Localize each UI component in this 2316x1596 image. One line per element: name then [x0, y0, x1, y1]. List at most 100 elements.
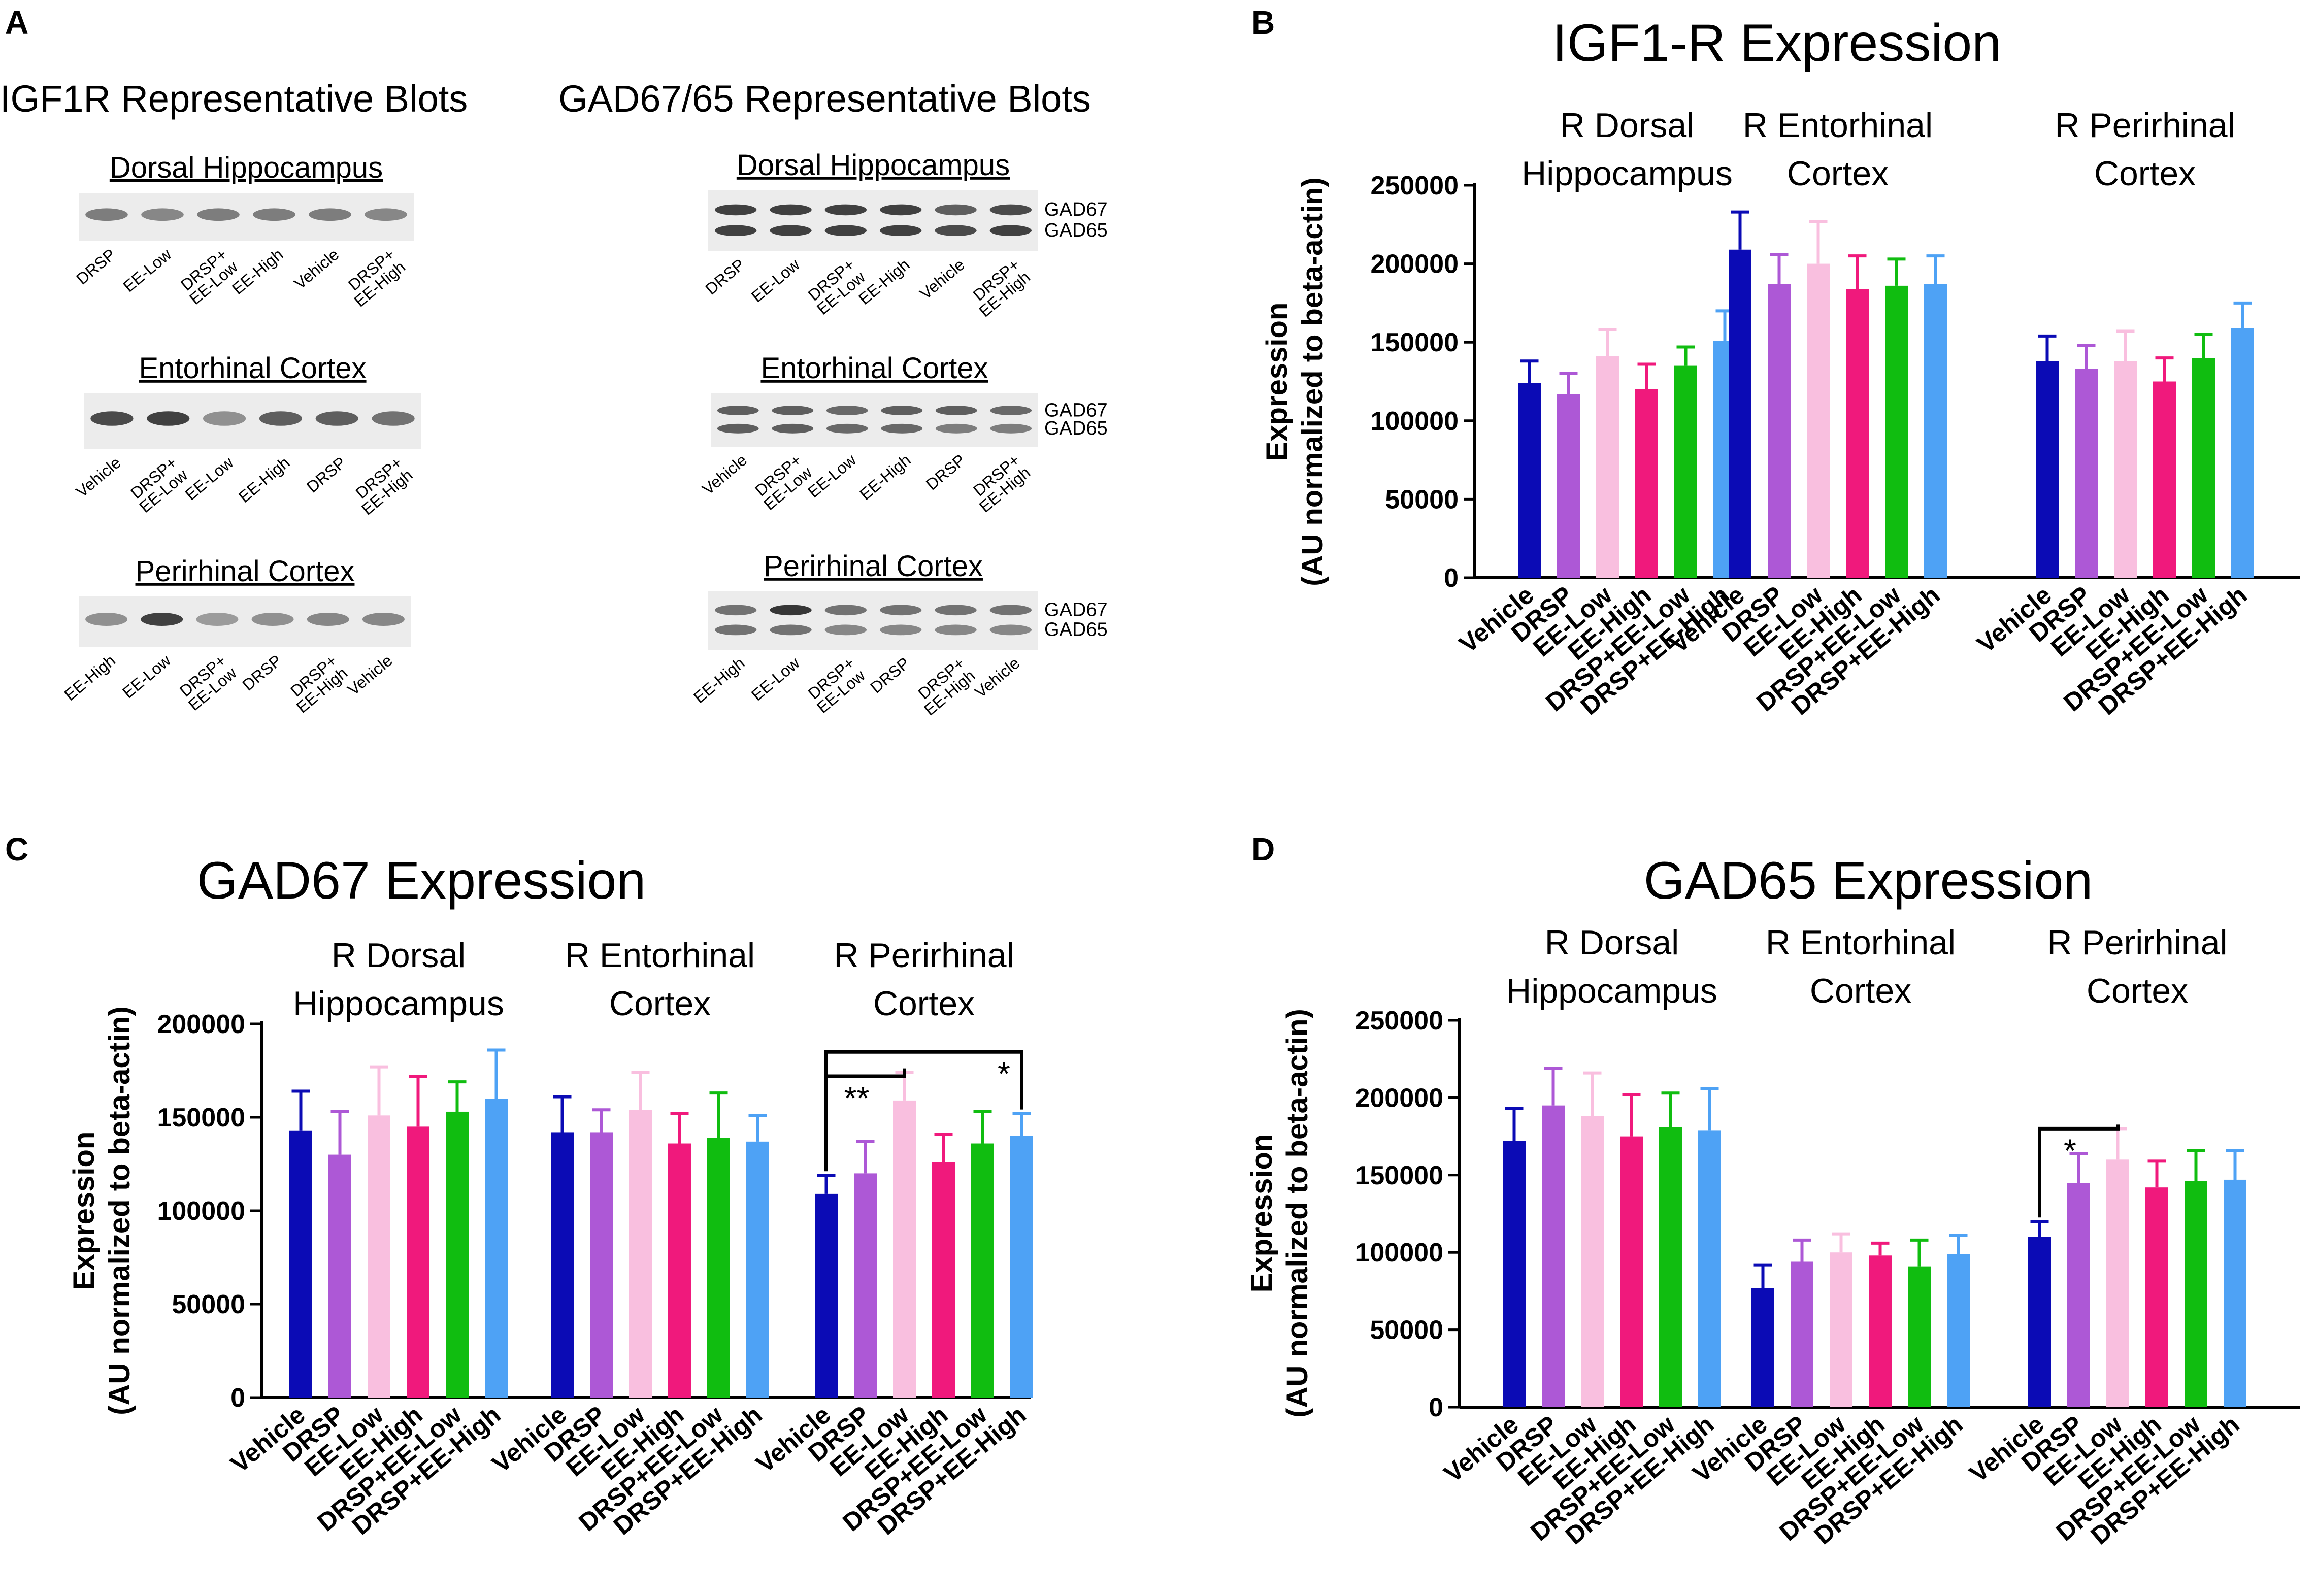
blot-lane-label: EE-High: [235, 453, 293, 506]
blot-band: [90, 411, 134, 426]
igf1r-expression-chart: IGF1-R Expression Expression(AU normalize…: [1261, 14, 2300, 720]
blot-lane-label: EE-High: [856, 451, 914, 504]
blot-lane-label-line: DRSP: [867, 654, 913, 697]
panel-label-c: C: [5, 831, 28, 868]
bar: [2028, 1237, 2051, 1407]
blot-lane-label: Vehicle: [290, 245, 342, 293]
bar: [2224, 1179, 2246, 1407]
group-label-line: R Entorhinal: [1743, 106, 1933, 145]
bar: [1768, 284, 1791, 578]
blot-band: [770, 225, 812, 237]
blot-band: [935, 225, 977, 237]
blot-band: [880, 605, 922, 616]
blot-lane-label: EE-Low: [119, 651, 175, 702]
group-label-line: R Entorhinal: [1766, 923, 1956, 962]
gad-blots-title: GAD67/65 Representative Blots: [558, 78, 1091, 120]
blot-lane-label: DRSP+EE-Low: [803, 255, 869, 318]
blot-band: [990, 423, 1032, 434]
blot-lane-label: Vehicle: [344, 651, 396, 699]
bar: [1503, 1141, 1526, 1407]
blot-band: [141, 208, 184, 221]
gad67-expression-chart: GAD67 Expression Expression(AU normalized…: [68, 851, 1033, 1540]
blot-lane-label: EE-High: [690, 654, 748, 707]
blot-band: [203, 411, 246, 426]
bar: [1659, 1127, 1682, 1407]
blot-band: [881, 406, 923, 416]
bar: [1674, 365, 1697, 578]
significance-bracket: [824, 1050, 1023, 1172]
blot-lane-label-line: Vehicle: [73, 453, 124, 501]
blot-region-title: Entorhinal Cortex: [139, 352, 366, 385]
bar: [1542, 1105, 1565, 1407]
blot-lane-label-line: EE-Low: [748, 653, 804, 704]
significance-label: **: [844, 1080, 870, 1116]
blot-band-label: GAD65: [1044, 619, 1108, 641]
group-label-line: R Entorhinal: [565, 936, 755, 975]
y-tick-label: 50000: [1370, 1316, 1443, 1345]
bar: [707, 1138, 730, 1398]
blot-lane-label: DRSP+EE-Low: [174, 651, 240, 714]
blot-band: [715, 225, 757, 237]
blot-band: [251, 613, 294, 626]
bar: [1518, 383, 1541, 578]
bar: [1751, 1288, 1774, 1407]
group-label-line: R Perirhinal: [834, 936, 1014, 975]
bar: [1620, 1136, 1643, 1407]
group-label: R Perirhinal Cortex: [2047, 923, 2227, 1010]
blot-band: [880, 204, 922, 216]
panel-label-d: D: [1251, 831, 1275, 868]
bar: [1698, 1130, 1721, 1407]
blot-lane-label-line: EE-Low: [120, 245, 176, 295]
blot-band-label: GAD67: [1044, 199, 1108, 220]
blot-lane-label-line: EE-High: [856, 451, 914, 504]
bar: [815, 1193, 838, 1398]
blot-region-title: Dorsal Hippocampus: [737, 149, 1010, 182]
blot-band: [824, 624, 867, 636]
blot-lane-label: DRSP+EE-Low: [750, 450, 816, 514]
blot-lane-label-line: Vehicle: [916, 255, 968, 303]
western-blots: IGF1R Representative Blots GAD67/65 Repr…: [0, 78, 1108, 719]
igf1r-blots-title: IGF1R Representative Blots: [0, 78, 468, 120]
bar: [368, 1115, 390, 1398]
blot-lane-label-line: DRSP: [702, 255, 748, 298]
bar: [2185, 1181, 2207, 1407]
y-axis-label: Expression(AU normalized to beta-actin): [68, 1006, 136, 1415]
bar: [2114, 361, 2137, 578]
blot-lane-label: Vehicle: [971, 654, 1023, 702]
blot-band: [147, 411, 190, 426]
y-axis-label-line-1: Expression: [1261, 303, 1294, 461]
significance-label: *: [2064, 1132, 2076, 1169]
bar: [2192, 358, 2215, 578]
blot-lane-label: DRSP: [867, 654, 913, 697]
group-label: R Perirhinal Cortex: [834, 936, 1014, 1023]
blot-band: [880, 624, 922, 636]
blot-lane-label: DRSP+EE-Low: [125, 453, 191, 516]
blot-lane-label-line: DRSP: [922, 451, 969, 494]
blot-band: [197, 208, 240, 221]
blot-band: [824, 605, 867, 616]
blot-band-label: GAD65: [1044, 418, 1108, 439]
blot-lane-label: DRSP: [303, 453, 349, 496]
blot-band: [989, 204, 1032, 216]
blot-band: [935, 423, 977, 434]
group-label-line: Hippocampus: [293, 984, 504, 1023]
group-label-line: Cortex: [2087, 972, 2188, 1010]
group-label: R Entorhinal Cortex: [565, 936, 755, 1023]
blot-lane-label: DRSP+EE-High: [340, 245, 409, 311]
bar: [1729, 249, 1751, 578]
bar: [893, 1100, 916, 1398]
group-label-line: Cortex: [1810, 972, 1911, 1010]
panel-label-b: B: [1251, 4, 1275, 41]
y-tick-label: 0: [230, 1383, 245, 1413]
blot-lane-label: Vehicle: [916, 255, 968, 303]
blot-lane-label-line: DRSP: [239, 651, 285, 694]
blot-lane-label-line: Vehicle: [699, 451, 750, 498]
y-axis-label-line-1: Expression: [1245, 1134, 1278, 1293]
blot-region-title: Perirhinal Cortex: [764, 550, 983, 583]
blot-lane-label: Vehicle: [699, 451, 750, 498]
y-tick-label: 150000: [1355, 1161, 1443, 1190]
bar: [629, 1110, 652, 1398]
blot-band: [989, 605, 1032, 616]
blot-band: [372, 411, 415, 426]
